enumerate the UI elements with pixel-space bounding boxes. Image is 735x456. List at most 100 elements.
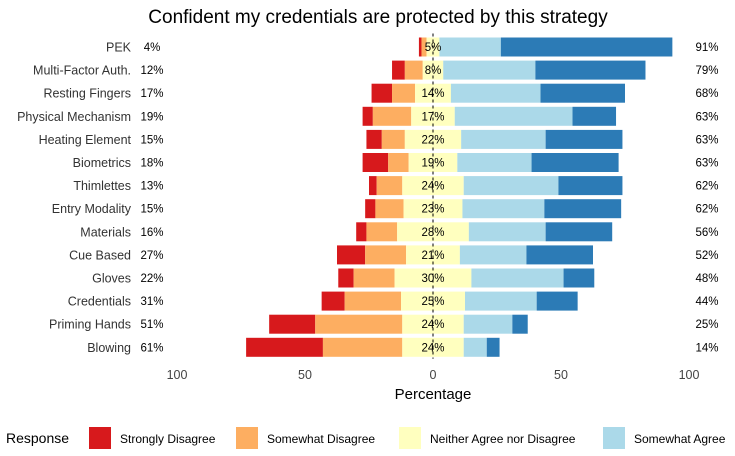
bar-cue-based-strongly-agree	[526, 245, 593, 265]
bar-multi-factor-auth-somewhat-disagree	[404, 60, 423, 80]
bar-blowing-somewhat-disagree	[322, 337, 403, 357]
mid-pct-label: 24%	[421, 181, 444, 193]
left-pct-label: 31%	[140, 296, 163, 308]
bar-biometrics-somewhat-disagree	[388, 153, 409, 172]
bar-gloves-neither-agree-nor-disagree	[394, 268, 472, 288]
right-pct-label: 62%	[695, 181, 718, 193]
x-tick-label: 100	[679, 368, 700, 382]
bar-heating-element-strongly-disagree	[366, 129, 382, 149]
right-pct-label: 14%	[695, 342, 718, 354]
bar-row-credentials	[321, 291, 578, 311]
left-pct-label: 18%	[140, 158, 163, 170]
bar-gloves-strongly-disagree	[338, 268, 354, 288]
right-pct-label: 44%	[695, 296, 718, 308]
left-pct-label: 61%	[140, 342, 163, 354]
bar-row-priming-hands	[269, 314, 528, 334]
bar-cue-based-somewhat-agree	[459, 245, 527, 265]
bar-materials-somewhat-agree	[468, 222, 546, 242]
bar-credentials-neither-agree-nor-disagree	[401, 291, 465, 311]
right-pct-label: 56%	[695, 227, 718, 239]
x-axis: 100 50 0 50 100	[167, 368, 700, 382]
plot-area: 4% 5% 91%12% 8% 79%17% 14% 68%19% 17% 63%15% 22% 6…	[140, 33, 719, 359]
bar-pek-strongly-disagree	[418, 37, 422, 57]
bar-gloves-somewhat-disagree	[353, 268, 395, 288]
y-axis: PEK Multi-Factor Auth. Resting Fingers Phys…	[17, 41, 132, 355]
bar-priming-hands-somewhat-disagree	[315, 314, 403, 334]
x-tick-label: 0	[430, 368, 437, 382]
category-label: Biometrics	[73, 156, 131, 170]
bar-thimlettes-strongly-agree	[558, 176, 623, 196]
bar-row-blowing	[246, 337, 500, 357]
bar-biometrics-strongly-agree	[531, 153, 619, 172]
bar-entry-modality-somewhat-agree	[462, 199, 545, 219]
right-pct-label: 79%	[695, 65, 718, 77]
bar-row-heating-element	[366, 129, 623, 149]
bar-cue-based-strongly-disagree	[337, 245, 366, 265]
bar-entry-modality-somewhat-disagree	[375, 199, 404, 219]
bar-physical-mechanism-somewhat-disagree	[372, 106, 412, 126]
bar-heating-element-somewhat-disagree	[381, 129, 405, 149]
right-pct-label: 91%	[695, 42, 718, 54]
bar-physical-mechanism-strongly-agree	[572, 106, 617, 126]
mid-pct-label: 19%	[421, 158, 444, 170]
bar-credentials-strongly-agree	[536, 291, 578, 311]
bar-biometrics-strongly-disagree	[362, 153, 389, 172]
bar-multi-factor-auth-strongly-agree	[535, 60, 646, 80]
mid-pct-label: 17%	[421, 111, 444, 123]
bar-resting-fingers-somewhat-agree	[450, 83, 541, 103]
legend-title: Response	[6, 430, 69, 446]
left-pct-label: 51%	[140, 319, 163, 331]
right-pct-label: 25%	[695, 319, 718, 331]
right-pct-label: 48%	[695, 273, 718, 285]
bar-credentials-somewhat-agree	[465, 291, 537, 311]
category-label: Credentials	[68, 295, 131, 309]
left-pct-label: 27%	[140, 250, 163, 262]
bar-entry-modality-strongly-agree	[544, 199, 622, 219]
bar-materials-somewhat-disagree	[366, 222, 398, 242]
bar-row-pek	[418, 37, 673, 57]
bar-gloves-strongly-agree	[563, 268, 595, 288]
x-tick-label: 50	[298, 368, 312, 382]
bar-resting-fingers-strongly-agree	[540, 83, 625, 103]
bar-biometrics-somewhat-agree	[457, 153, 532, 172]
chart-title: Confident my credentials are protected b…	[148, 7, 608, 28]
bar-row-thimlettes	[369, 176, 623, 196]
left-pct-label: 15%	[140, 134, 163, 146]
bar-thimlettes-somewhat-agree	[463, 176, 559, 196]
bar-row-materials	[356, 222, 613, 242]
bar-heating-element-somewhat-agree	[461, 129, 546, 149]
bar-row-gloves	[338, 268, 595, 288]
bar-row-multi-factor-auth	[392, 60, 646, 80]
bar-thimlettes-somewhat-disagree	[376, 176, 403, 196]
bar-physical-mechanism-somewhat-agree	[454, 106, 573, 126]
legend-label: Strongly Disagree	[120, 432, 216, 446]
legend-label: Neither Agree nor Disagree	[430, 432, 576, 446]
legend-label: Somewhat Agree	[634, 432, 726, 446]
category-label: Heating Element	[39, 133, 132, 147]
bar-resting-fingers-neither-agree-nor-disagree	[415, 83, 451, 103]
bar-row-entry-modality	[365, 199, 622, 219]
bar-materials-strongly-disagree	[356, 222, 367, 242]
category-label: Physical Mechanism	[17, 110, 131, 124]
legend-item-strongly-disagree: Strongly Disagree	[89, 427, 216, 449]
bar-priming-hands-strongly-disagree	[269, 314, 316, 334]
category-label: Cue Based	[69, 248, 131, 262]
bar-priming-hands-strongly-agree	[512, 314, 528, 334]
category-label: Gloves	[92, 272, 131, 286]
left-pct-label: 13%	[140, 181, 163, 193]
bar-pek-somewhat-agree	[439, 37, 501, 57]
legend-swatch	[399, 427, 421, 449]
bar-cue-based-neither-agree-nor-disagree	[406, 245, 460, 265]
right-pct-label: 63%	[695, 158, 718, 170]
legend-item-somewhat-agree: Somewhat Agree	[603, 427, 726, 449]
bar-pek-strongly-agree	[500, 37, 673, 57]
bar-pek-somewhat-disagree	[421, 37, 427, 57]
bar-row-cue-based	[337, 245, 593, 265]
x-tick-label: 50	[554, 368, 568, 382]
legend-swatch	[603, 427, 625, 449]
category-label: Resting Fingers	[43, 87, 131, 101]
legend-label: Somewhat Disagree	[267, 432, 375, 446]
category-label: Multi-Factor Auth.	[33, 64, 131, 78]
right-pct-label: 62%	[695, 204, 718, 216]
